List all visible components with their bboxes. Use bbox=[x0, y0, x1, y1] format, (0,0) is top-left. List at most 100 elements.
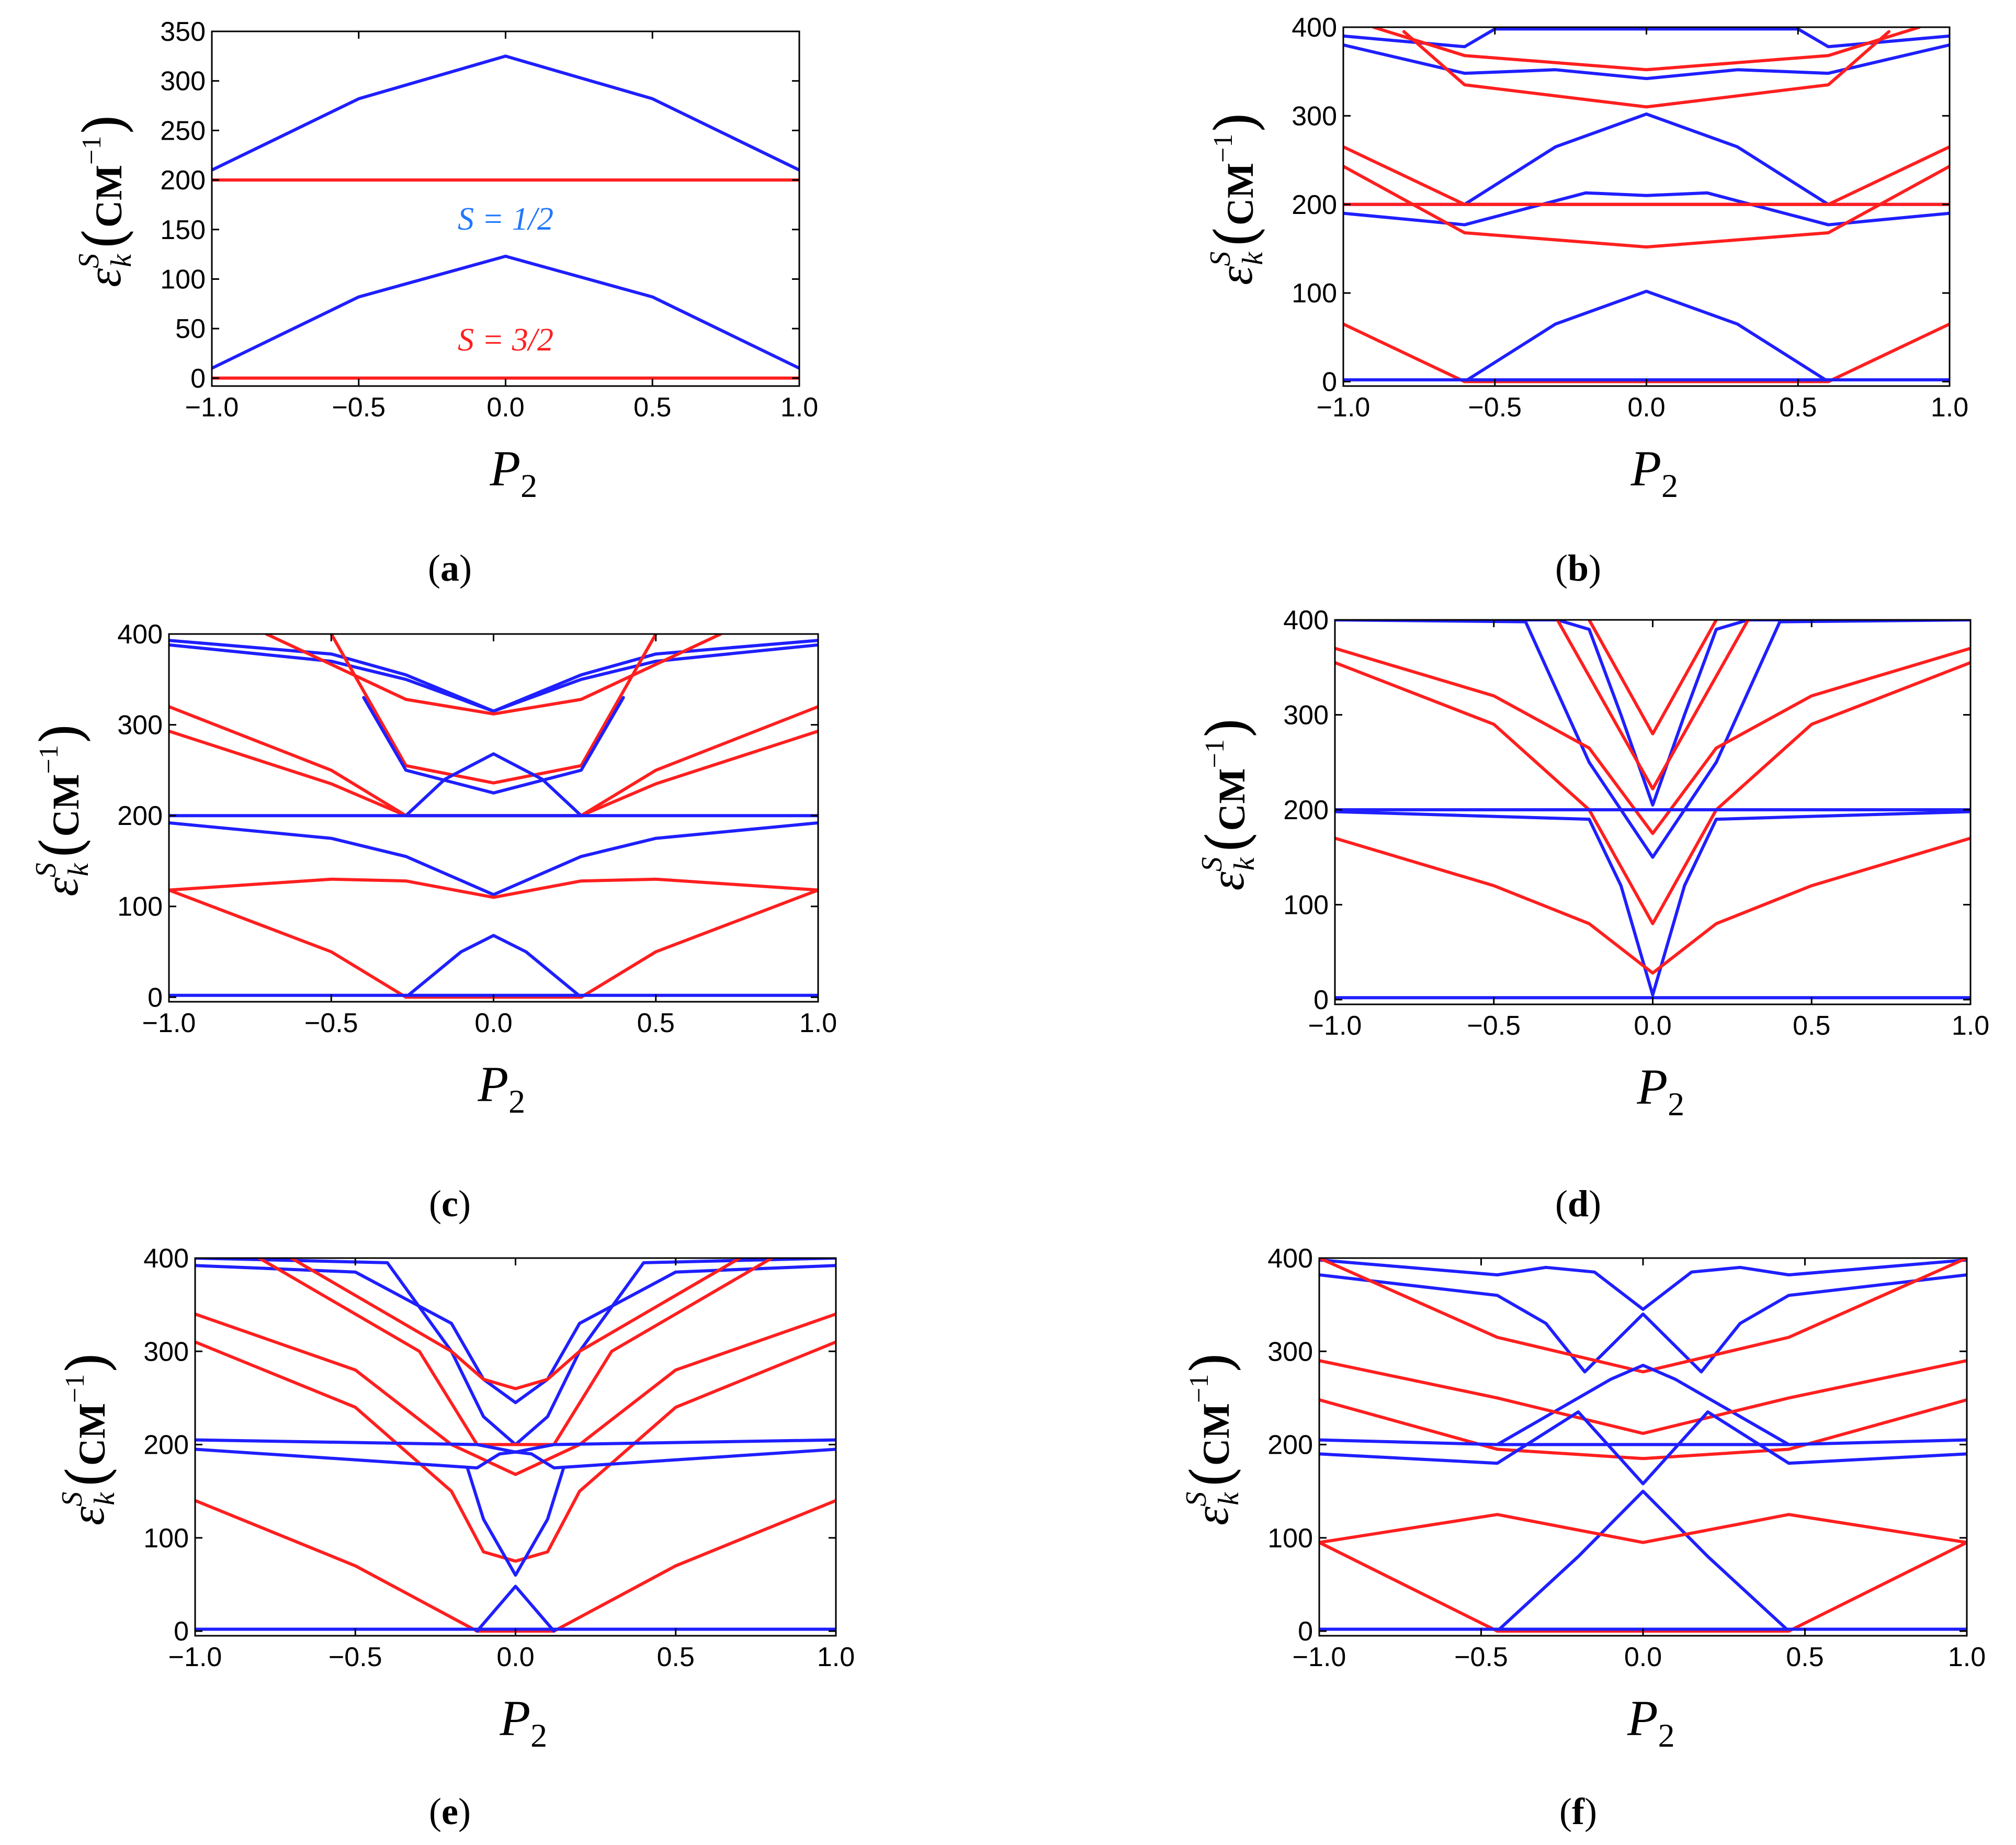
y-tick-label: 100 bbox=[1267, 1523, 1313, 1554]
series-line-s-half-1 bbox=[1319, 1273, 1967, 1374]
x-tick-label: −1.0 bbox=[1317, 392, 1371, 423]
x-tick-label: 0.0 bbox=[486, 392, 524, 423]
series-line-s-three-half-9 bbox=[195, 1499, 836, 1633]
x-axis-label: P2 bbox=[500, 1690, 548, 1754]
series-line-s-three-half-9 bbox=[1343, 164, 1950, 249]
series-line-s-half-9 bbox=[169, 821, 818, 897]
series-line-s-half-7 bbox=[1335, 810, 1970, 997]
y-tick-label: 100 bbox=[143, 1523, 189, 1554]
panel-f: −1.0 −0.5 0.0 0.5 1.0 0 100 200 300 400 P2 εSk(CM−1… bbox=[1179, 1243, 1986, 1832]
y-tick-label: 200 bbox=[1292, 190, 1337, 220]
series-line-s-three-half-4 bbox=[1319, 1359, 1967, 1435]
series-annotation: S = 1/2 bbox=[458, 201, 553, 237]
x-tick-label: 1.0 bbox=[1948, 1642, 1986, 1672]
y-tick-label: 0 bbox=[1313, 985, 1329, 1015]
x-axis-label: P2 bbox=[1627, 1690, 1675, 1754]
x-tick-label: 0.0 bbox=[496, 1642, 534, 1672]
series-line-s-half-7 bbox=[1319, 1410, 1967, 1486]
y-axis-label: εSk(CM−1) bbox=[1194, 717, 1261, 890]
series-line-s-half-7 bbox=[195, 1447, 836, 1470]
series-line-s-half-1 bbox=[195, 1258, 836, 1446]
series-line-s-three-half-4 bbox=[195, 1312, 836, 1476]
series-line-s-three-half-3 bbox=[330, 634, 658, 785]
series-line-s-three-half-9 bbox=[1319, 1513, 1967, 1544]
y-axis-label: εSk(CM−1) bbox=[71, 114, 138, 287]
y-axis-label: εSk(CM−1) bbox=[1203, 111, 1270, 285]
y-tick-label: 100 bbox=[1283, 890, 1329, 920]
series-line-s-three-half-5 bbox=[195, 1340, 836, 1563]
series-line-s-half-10 bbox=[1463, 289, 1830, 383]
series-line-s-half-5 bbox=[1343, 191, 1950, 227]
y-tick-label: 400 bbox=[1267, 1243, 1313, 1274]
y-tick-label: 100 bbox=[160, 264, 206, 295]
y-tick-label: 400 bbox=[1283, 605, 1329, 636]
y-tick-label: 300 bbox=[143, 1337, 189, 1367]
y-tick-label: 200 bbox=[160, 165, 206, 196]
series-line-s-half-1 bbox=[169, 643, 818, 713]
x-tick-label: −1.0 bbox=[185, 392, 239, 423]
y-tick-label: 300 bbox=[1283, 700, 1329, 730]
y-tick-label: 400 bbox=[143, 1243, 189, 1274]
y-tick-label: 300 bbox=[1292, 101, 1337, 131]
series-line-s-half-0 bbox=[212, 54, 799, 172]
series-annotation: S = 3/2 bbox=[458, 322, 553, 358]
x-tick-label: 0.5 bbox=[637, 1008, 675, 1038]
x-tick-label: −0.5 bbox=[1468, 392, 1522, 423]
series-line-s-half-3 bbox=[1496, 1364, 1791, 1446]
y-tick-label: 0 bbox=[1298, 1616, 1313, 1647]
y-tick-label: 100 bbox=[1292, 278, 1337, 309]
series-line-s-half-11 bbox=[404, 934, 583, 999]
series-line-s-three-half-4 bbox=[1335, 647, 1970, 835]
y-tick-label: 0 bbox=[148, 982, 163, 1013]
panel-b: −1.0 −0.5 0.0 0.5 1.0 0 100 200 300 400 P2 εSk(CM−1… bbox=[1203, 13, 1968, 589]
series-line-s-three-half-3 bbox=[1402, 30, 1891, 109]
series-line-s-three-half-2 bbox=[1588, 620, 1718, 735]
x-tick-label: −1.0 bbox=[1308, 1011, 1362, 1041]
panel-caption: (b) bbox=[1555, 547, 1601, 589]
x-tick-label: 0.0 bbox=[1634, 1011, 1671, 1041]
series-line-s-half-0 bbox=[1335, 620, 1970, 807]
series-line-s-half-2 bbox=[212, 254, 799, 370]
series-line-s-half-0 bbox=[195, 1264, 836, 1405]
x-tick-label: 0.0 bbox=[1627, 392, 1665, 423]
series-line-s-half-0 bbox=[169, 639, 818, 713]
panel-d: −1.0 −0.5 0.0 0.5 1.0 0 100 200 300 400 P2 εSk(CM−1… bbox=[1194, 605, 1989, 1225]
series-group bbox=[212, 54, 799, 380]
y-tick-label: 200 bbox=[1283, 795, 1329, 825]
series-line-s-three-half-11 bbox=[1343, 322, 1950, 383]
series-line-s-three-half-10 bbox=[169, 877, 818, 899]
y-tick-label: 400 bbox=[1292, 13, 1337, 43]
x-tick-label: −1.0 bbox=[168, 1642, 222, 1672]
panel-caption: (d) bbox=[1555, 1183, 1601, 1225]
panel-c: −1.0 −0.5 0.0 0.5 1.0 0 100 200 300 400 P2 εSk(CM−1… bbox=[28, 619, 837, 1225]
y-tick-label: 250 bbox=[160, 116, 206, 146]
y-axis-label: εSk(CM−1) bbox=[28, 722, 95, 896]
series-group bbox=[195, 1258, 836, 1633]
panel-e: −1.0 −0.5 0.0 0.5 1.0 0 100 200 300 400 P2 εSk(CM−1… bbox=[54, 1243, 855, 1832]
y-tick-label: 100 bbox=[117, 892, 163, 922]
y-tick-label: 300 bbox=[160, 66, 206, 97]
series-line-s-three-half-8 bbox=[1335, 836, 1970, 975]
series-line-s-half-1 bbox=[1343, 43, 1950, 81]
x-tick-label: −0.5 bbox=[329, 1642, 382, 1672]
x-tick-label: 0.5 bbox=[1779, 392, 1817, 423]
series-line-s-three-half-5 bbox=[1319, 1398, 1967, 1461]
panel-caption: (a) bbox=[428, 547, 472, 589]
series-line-s-three-half-3 bbox=[257, 1258, 774, 1446]
plot-frame bbox=[1342, 26, 1951, 387]
y-axis-label: εSk(CM−1) bbox=[1179, 1352, 1245, 1525]
x-tick-label: 0.0 bbox=[474, 1008, 512, 1038]
y-axis-label: εSk(CM−1) bbox=[54, 1352, 121, 1525]
x-tick-label: −0.5 bbox=[304, 1008, 358, 1038]
series-line-s-half-1 bbox=[1335, 620, 1970, 859]
y-tick-label: 300 bbox=[117, 710, 163, 741]
x-tick-label: 1.0 bbox=[817, 1642, 855, 1672]
y-tick-label: 0 bbox=[174, 1616, 189, 1647]
y-tick-label: 300 bbox=[1267, 1337, 1313, 1367]
series-line-s-half-0 bbox=[1319, 1258, 1967, 1311]
series-line-s-three-half-2 bbox=[289, 1258, 742, 1390]
x-axis-label: P2 bbox=[1630, 440, 1679, 504]
series-line-s-half-8 bbox=[1496, 1489, 1791, 1633]
series-group bbox=[169, 634, 818, 999]
series-line-s-half-4 bbox=[1463, 112, 1830, 206]
